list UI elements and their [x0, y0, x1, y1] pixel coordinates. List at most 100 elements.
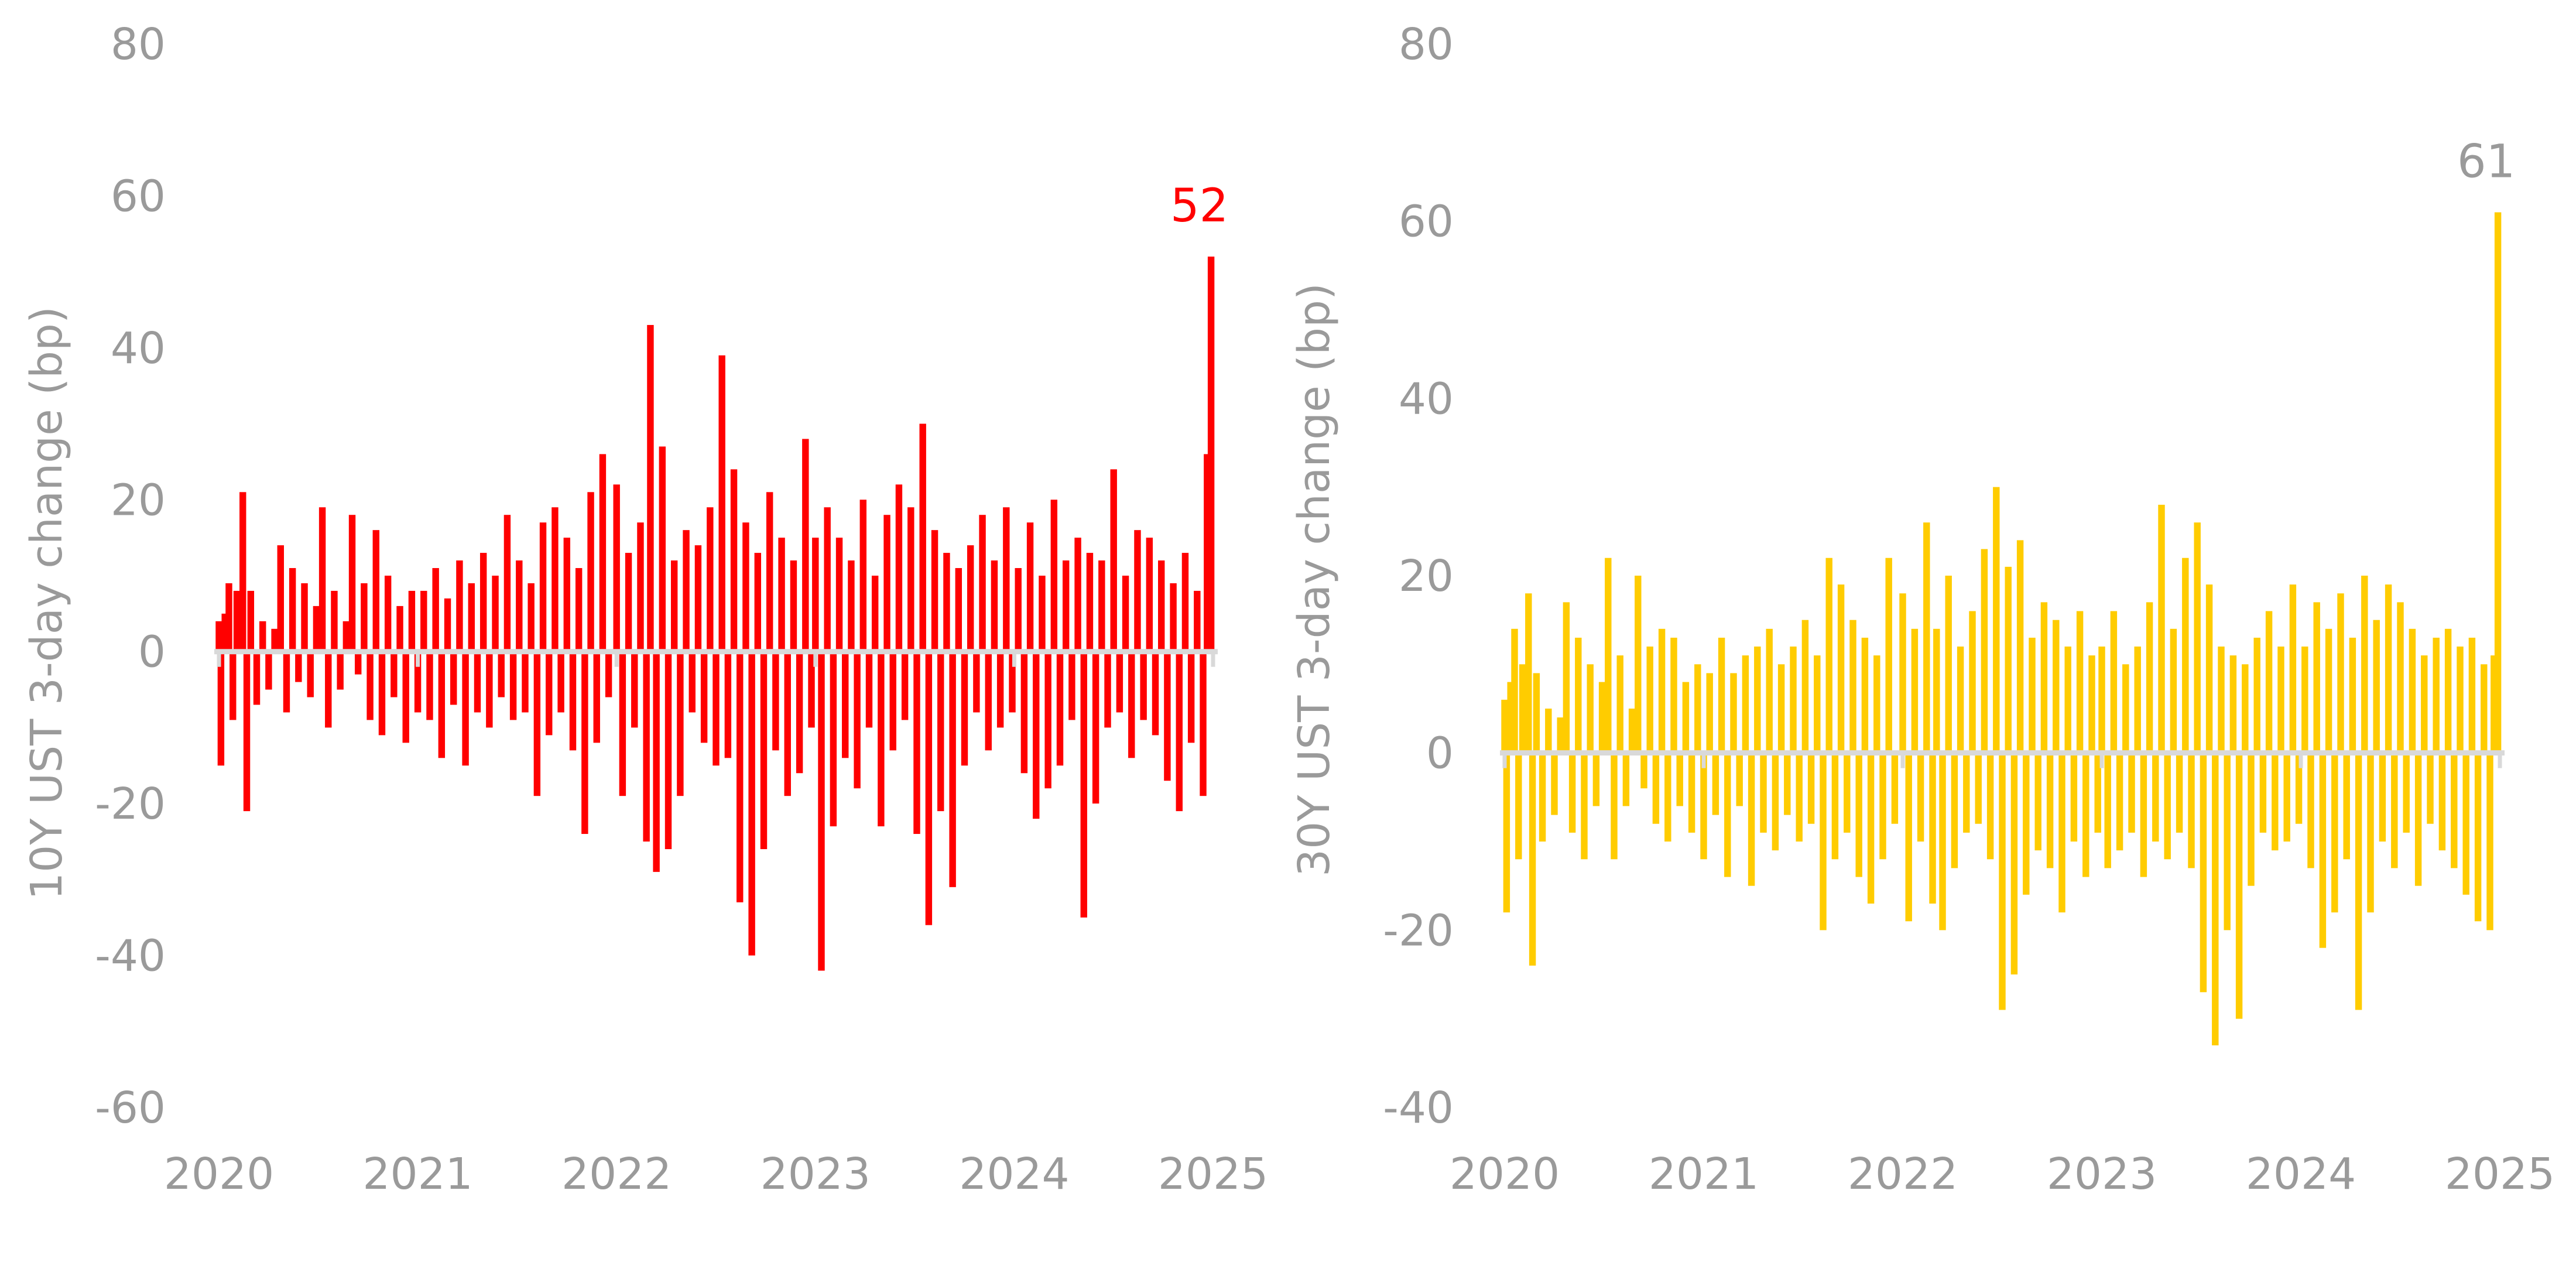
data-bar — [2307, 753, 2314, 868]
x-tick-label: 2021 — [362, 1149, 472, 1199]
data-bar — [1724, 753, 1731, 877]
data-bar — [2046, 753, 2054, 868]
data-bar — [1134, 530, 1141, 652]
data-bar — [1086, 553, 1094, 652]
data-bar — [2194, 522, 2201, 753]
data-bar — [1116, 651, 1123, 713]
data-bar — [955, 568, 962, 652]
data-bar — [2170, 628, 2177, 753]
data-bar — [2235, 753, 2243, 1019]
data-bar — [551, 507, 559, 652]
data-bar — [1164, 651, 1171, 781]
data-bar — [979, 515, 986, 652]
data-bar — [2146, 602, 2153, 753]
data-bar — [2319, 753, 2327, 948]
data-bar — [802, 439, 809, 652]
data-bar — [1951, 753, 1958, 868]
data-bar — [1194, 590, 1201, 652]
data-bar — [2064, 647, 2071, 753]
data-bar — [1146, 538, 1153, 652]
data-bar — [581, 651, 588, 835]
data-bar — [2313, 602, 2320, 753]
data-bar — [539, 522, 547, 652]
x-tick-label: 2025 — [1158, 1149, 1268, 1199]
data-bar — [426, 651, 433, 720]
data-bar — [2224, 753, 2231, 931]
data-bar — [2023, 753, 2030, 895]
data-bar — [599, 454, 607, 652]
data-bar — [688, 651, 696, 713]
data-bar — [2104, 753, 2111, 868]
data-bar — [973, 651, 980, 713]
data-bar — [2272, 753, 2279, 851]
data-bar — [2094, 753, 2101, 833]
data-bar — [462, 651, 469, 766]
data-bar — [2005, 566, 2012, 753]
data-bar — [498, 651, 505, 697]
data-bar — [1911, 628, 1919, 753]
data-bar — [390, 651, 398, 697]
data-bar — [2289, 584, 2297, 753]
data-bar — [307, 651, 314, 697]
data-bar — [331, 590, 338, 652]
data-bar — [1511, 628, 1518, 753]
data-bar — [229, 651, 237, 720]
data-bar — [2349, 637, 2356, 753]
data-bar — [1568, 753, 1576, 833]
data-bar — [2385, 584, 2392, 753]
y-tick-label: -40 — [95, 931, 166, 981]
data-bar — [707, 507, 714, 652]
y-tick-label: 80 — [111, 19, 166, 70]
data-bar — [1026, 522, 1034, 652]
data-bar — [2301, 647, 2308, 753]
data-bar — [1867, 753, 1875, 904]
data-bar — [1551, 753, 1558, 815]
chart-panel-right: -40 -20 0 20 40 60 80 30Y UST 3-day change (bp)… — [1289, 19, 2555, 1199]
data-bar — [492, 576, 499, 652]
data-bar — [384, 576, 392, 652]
data-bar — [907, 507, 914, 652]
data-bar — [842, 651, 849, 758]
data-bar — [2451, 753, 2458, 868]
data-bar — [1905, 753, 1912, 922]
data-bar — [378, 651, 386, 736]
data-bar — [754, 553, 762, 652]
data-bar — [265, 651, 272, 690]
data-bar — [1044, 651, 1051, 789]
data-bar — [503, 515, 511, 652]
data-bar — [2403, 753, 2410, 833]
data-bar — [2343, 753, 2350, 860]
data-bar — [700, 651, 708, 743]
data-bar — [1694, 664, 1701, 753]
data-bar — [221, 613, 228, 652]
data-bar — [931, 530, 938, 652]
data-bar — [943, 553, 950, 652]
data-bar — [2140, 753, 2147, 877]
data-bar — [2421, 655, 2428, 753]
data-bar — [1503, 753, 1510, 913]
data-bar — [1849, 620, 1856, 753]
data-bar — [2265, 611, 2273, 753]
data-bar — [271, 628, 278, 652]
data-bar — [2391, 753, 2398, 868]
y-tick-label: -20 — [1383, 905, 1454, 956]
data-bar — [1015, 568, 1022, 652]
y-tick-label: 80 — [1399, 19, 1454, 70]
data-bar — [1545, 709, 1552, 753]
data-bar — [718, 355, 725, 652]
data-bar — [1056, 651, 1064, 766]
data-bar — [215, 621, 222, 652]
data-bar — [985, 651, 992, 751]
data-bar — [2088, 655, 2095, 753]
x-tick-label: 2023 — [761, 1149, 871, 1199]
data-bar — [2158, 504, 2165, 753]
data-bar — [670, 560, 678, 652]
data-bar — [253, 651, 261, 705]
data-bar — [1706, 673, 1713, 753]
data-bar — [289, 568, 296, 652]
data-bar — [2379, 753, 2386, 842]
data-bar — [1622, 753, 1630, 806]
data-bar — [2098, 647, 2105, 753]
